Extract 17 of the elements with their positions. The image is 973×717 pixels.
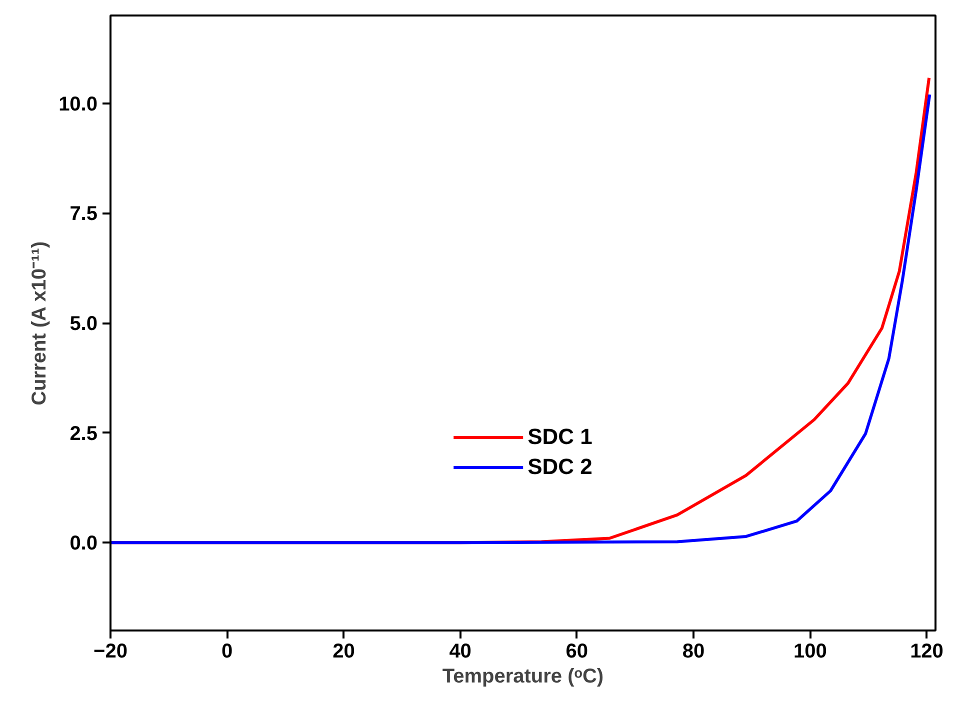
x-tick-label: 120	[910, 640, 944, 662]
legend-label: SDC 2	[528, 454, 592, 480]
x-tick-label: −20	[94, 640, 128, 662]
x-tick-label: 100	[793, 640, 827, 662]
y-tick-label: 7.5	[70, 203, 98, 226]
x-tick-label: 80	[682, 640, 705, 662]
y-tick-label: 10.0	[58, 93, 98, 116]
x-tick-label: 0	[222, 640, 233, 662]
legend-label: SDC 1	[528, 424, 592, 450]
y-tick-label: 2.5	[70, 422, 98, 445]
x-axis-title: Temperature (ᵒC)	[442, 666, 604, 688]
x-tick-label: 40	[449, 640, 472, 662]
x-tick-label: 60	[566, 640, 588, 662]
y-tick-label: 5.0	[70, 313, 98, 335]
y-tick-label: 0.0	[70, 532, 98, 555]
y-axis-title: Current (A x10⁻¹¹)	[28, 241, 51, 406]
x-tick-label: 20	[332, 640, 355, 662]
